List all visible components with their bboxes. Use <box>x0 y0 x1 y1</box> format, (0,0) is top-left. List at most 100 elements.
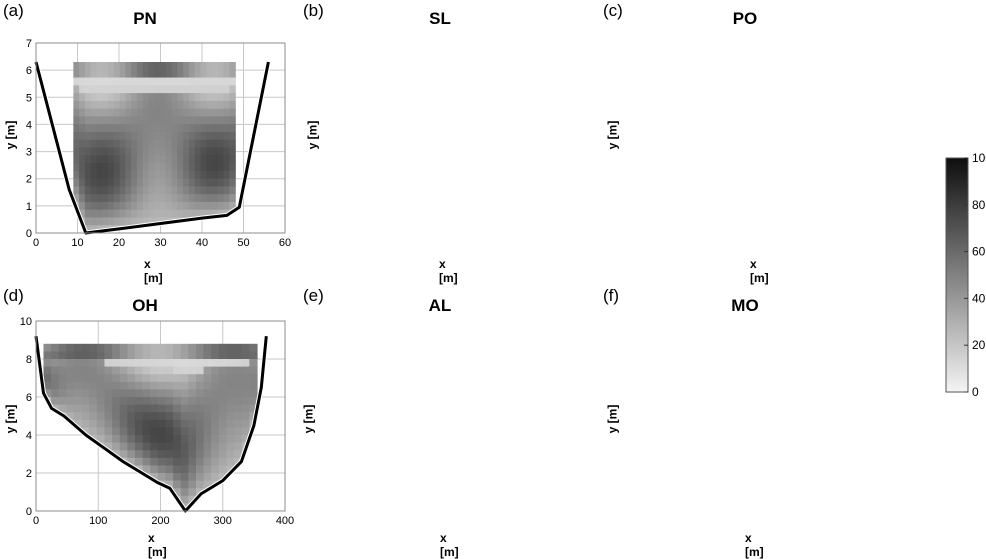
field-cell <box>180 343 189 352</box>
field-cell <box>73 473 83 482</box>
field-cell <box>211 450 220 459</box>
field-cell <box>96 351 106 360</box>
field-cell <box>188 359 197 368</box>
field-cell <box>177 201 184 211</box>
field-cell <box>180 427 189 436</box>
field-cell <box>136 170 144 180</box>
field-cell <box>90 131 98 141</box>
field-cell <box>142 186 150 195</box>
field-cell <box>127 389 136 398</box>
field-cell <box>125 186 132 195</box>
field-cell <box>142 450 151 459</box>
field-cell <box>90 225 98 233</box>
field-cell <box>96 404 106 413</box>
field-cell <box>226 442 235 451</box>
field-cell <box>89 450 98 459</box>
field-cell <box>157 374 167 383</box>
field-cell <box>180 435 189 444</box>
field-cell <box>90 69 98 79</box>
field-cell <box>112 381 121 390</box>
field-cell <box>51 381 60 390</box>
field-cell <box>84 225 92 233</box>
field-cell <box>113 178 121 187</box>
field-cell <box>136 209 144 219</box>
field-cell <box>160 69 167 79</box>
field-cell <box>104 343 113 352</box>
field-cell <box>194 139 202 149</box>
field-cell <box>165 381 174 390</box>
field-cell <box>211 465 220 474</box>
field-cell <box>177 69 184 79</box>
field-cell <box>180 473 189 482</box>
field-cell <box>142 397 151 406</box>
field-cell <box>150 435 159 444</box>
field-cell <box>249 473 258 482</box>
field-cell <box>160 124 167 133</box>
field-cell <box>81 450 90 459</box>
field-cell <box>188 93 196 102</box>
field-cell <box>212 62 219 71</box>
field-cell <box>142 457 151 466</box>
field-cell <box>43 457 52 466</box>
field-cell <box>154 178 161 187</box>
field-cell <box>58 343 67 352</box>
field-cell <box>188 139 196 149</box>
field-cell <box>58 366 67 375</box>
field-cell <box>194 77 202 86</box>
field-cell <box>58 404 67 413</box>
panel-label: (a) <box>3 1 24 20</box>
field-cell <box>66 359 75 368</box>
field-cell <box>58 419 67 428</box>
field-cell <box>119 343 128 352</box>
field-cell <box>223 201 231 211</box>
field-cell <box>134 480 144 489</box>
field-cell <box>157 389 167 398</box>
field-cell <box>171 225 178 233</box>
field-cell <box>177 225 184 233</box>
field-cell <box>241 435 250 444</box>
y-tick-label: 6 <box>26 392 32 404</box>
field-cell <box>229 194 236 203</box>
field-cell <box>160 209 167 219</box>
field-cell <box>165 131 173 141</box>
field-cell <box>212 77 219 86</box>
field-cell <box>43 412 52 421</box>
field-cell <box>177 178 184 187</box>
field-cell <box>200 170 207 180</box>
field-cell <box>150 495 159 504</box>
field-cell <box>136 116 144 125</box>
field-cell <box>66 343 75 352</box>
field-cell <box>73 450 83 459</box>
field-cell <box>79 116 86 125</box>
y-tick-label: 10 <box>20 316 32 328</box>
field-cell <box>217 62 225 71</box>
field-cell <box>104 503 113 511</box>
panel-label: (c) <box>603 1 623 20</box>
field-cell <box>79 209 86 219</box>
field-cell <box>81 465 90 474</box>
field-cell <box>142 108 150 118</box>
panel-label: (f) <box>603 286 620 305</box>
field-cell <box>241 465 250 474</box>
field-cell <box>206 163 213 172</box>
field-cell <box>171 116 178 125</box>
field-cell <box>188 225 196 233</box>
field-cell <box>154 77 161 86</box>
field-cell <box>51 465 60 474</box>
field-cell <box>73 194 80 203</box>
field-cell <box>171 201 178 211</box>
field-cell <box>73 85 80 94</box>
field-cell <box>177 139 184 149</box>
field-cell <box>66 442 75 451</box>
field-cell <box>113 124 121 133</box>
field-cell <box>113 139 121 149</box>
field-cell <box>148 93 155 102</box>
field-cell <box>96 374 106 383</box>
field-cell <box>173 442 182 451</box>
field-cell <box>188 450 197 459</box>
panel-title: MO <box>731 296 759 315</box>
field-cell <box>195 381 205 390</box>
field-cell <box>119 201 126 211</box>
field-cell <box>81 427 90 436</box>
field-cell <box>160 163 167 172</box>
